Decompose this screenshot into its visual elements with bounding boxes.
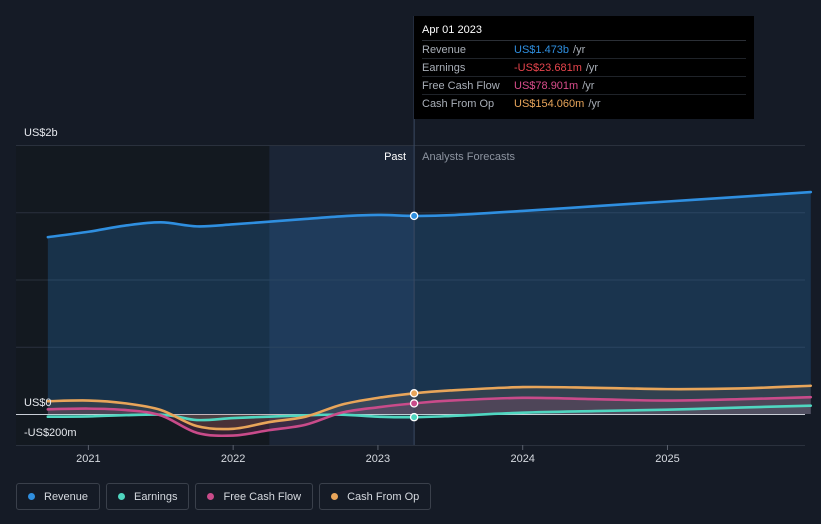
tooltip-row-free-cash-flow: Free Cash Flow US$78.901m /yr <box>422 77 746 95</box>
x-tick-label: 2025 <box>655 453 679 465</box>
legend-dot-icon <box>331 493 339 500</box>
legend-dot-icon <box>207 493 215 500</box>
tooltip-label: Earnings <box>422 61 466 74</box>
legend-dot-icon <box>118 493 126 500</box>
earnings-marker <box>409 412 419 422</box>
free-cash-flow-marker <box>409 399 419 408</box>
tooltip-unit: /yr <box>582 79 595 92</box>
legend-item-revenue[interactable]: Revenue <box>16 483 101 510</box>
tooltip-unit: /yr <box>588 97 601 110</box>
tooltip-unit: /yr <box>585 61 599 74</box>
x-tick-label: 2024 <box>510 453 534 465</box>
tooltip-label: Free Cash Flow <box>422 79 500 92</box>
hover-markers <box>409 211 419 422</box>
legend-label: Revenue <box>44 490 89 503</box>
y-axis-label-zero: US$0 <box>24 397 52 409</box>
tooltip-date: Apr 01 2023 <box>422 24 746 41</box>
legend-item-cash-from-op[interactable]: Cash From Op <box>319 483 432 510</box>
y-axis-label-bottom: -US$200m <box>24 427 77 439</box>
tooltip: Apr 01 2023 Revenue US$1.473b /yr Earnin… <box>414 16 754 119</box>
legend-label: Earnings <box>134 490 178 503</box>
tooltip-value: US$1.473b <box>514 43 570 56</box>
tooltip-unit: /yr <box>573 43 586 56</box>
x-tick-label: 2022 <box>221 453 245 465</box>
revenue-area <box>47 192 811 414</box>
x-axis-ticks: 2021 2022 2023 2024 2025 <box>76 445 680 465</box>
tooltip-value: US$78.901m <box>514 79 579 92</box>
tooltip-row-cash-from-op: Cash From Op US$154.060m /yr <box>422 95 746 112</box>
tooltip-row-revenue: Revenue US$1.473b /yr <box>422 41 746 59</box>
tooltip-label: Cash From Op <box>422 97 495 110</box>
legend-label: Free Cash Flow <box>223 490 302 503</box>
free-cash-flow-line <box>46 395 813 438</box>
tooltip-label: Revenue <box>422 43 467 56</box>
legend-item-earnings[interactable]: Earnings <box>106 483 190 510</box>
series-lines <box>46 190 813 438</box>
revenue-line <box>46 190 813 239</box>
legend: Revenue Earnings Free Cash Flow Cash Fro… <box>16 483 432 510</box>
tooltip-value: US$154.060m <box>514 97 585 110</box>
cash-from-op-marker <box>409 389 419 398</box>
y-axis-label-top: US$2b <box>24 127 58 139</box>
free-cash-flow-area <box>47 397 811 436</box>
legend-dot-icon <box>28 493 35 500</box>
legend-item-free-cash-flow[interactable]: Free Cash Flow <box>195 483 314 510</box>
tooltip-value: -US$23.681m <box>514 61 582 74</box>
x-tick-label: 2021 <box>76 453 100 465</box>
legend-label: Cash From Op <box>347 490 420 503</box>
revenue-marker <box>409 211 419 221</box>
x-tick-label: 2023 <box>366 453 390 465</box>
tooltip-row-earnings: Earnings -US$23.681m /yr <box>422 59 746 77</box>
earnings-line <box>46 404 813 422</box>
past-label: Past <box>384 151 406 163</box>
forecast-label: Analysts Forecasts <box>422 151 515 163</box>
cash-from-op-line <box>46 384 813 431</box>
